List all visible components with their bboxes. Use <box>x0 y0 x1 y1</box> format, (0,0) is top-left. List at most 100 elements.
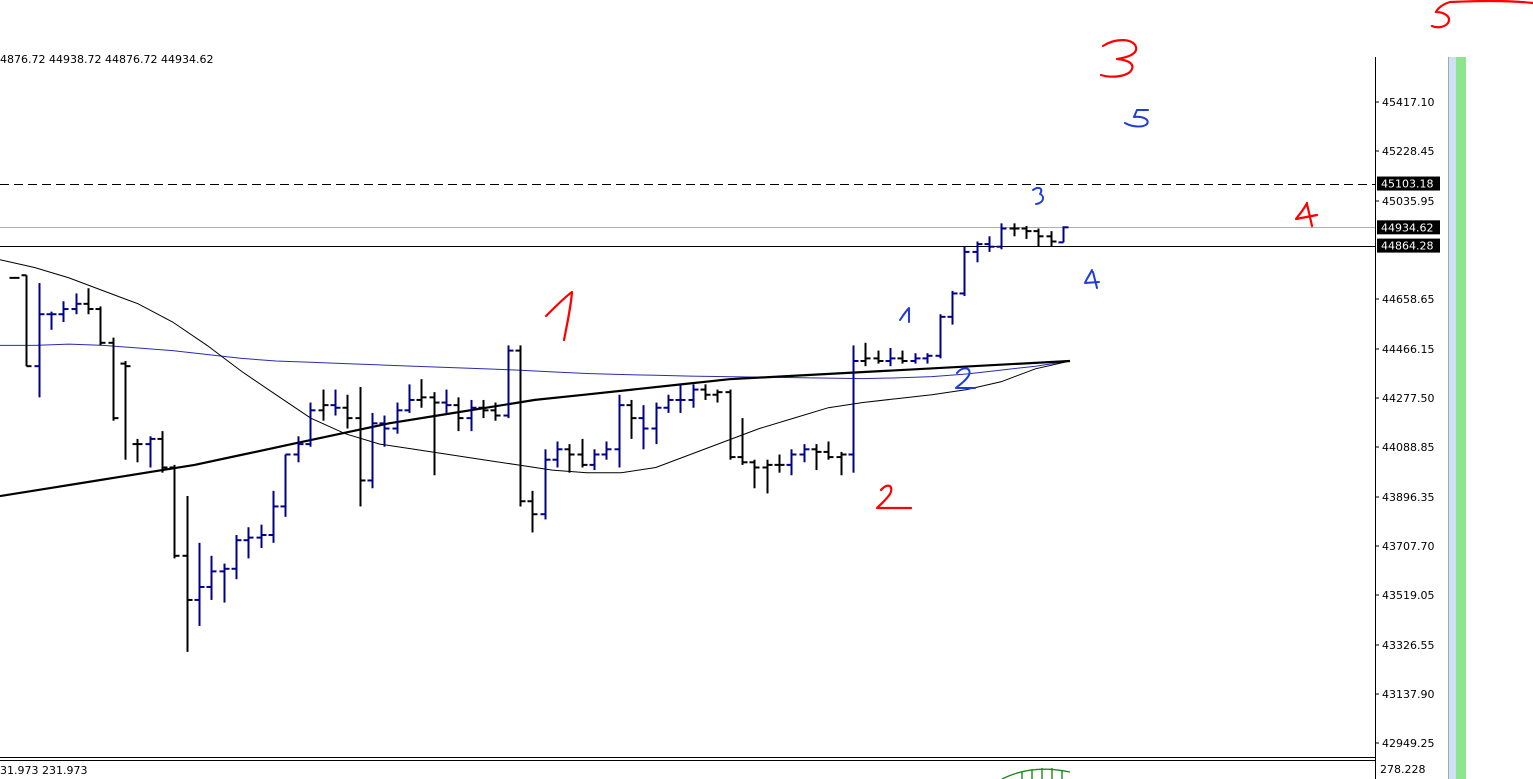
ohlc-bar <box>145 436 156 468</box>
ohlc-bar <box>219 563 230 603</box>
price-label-text: 45103.18 <box>1381 178 1434 191</box>
ohlc-bar <box>515 345 526 507</box>
ohlc-bar <box>120 360 131 460</box>
blue-mark-5 <box>1124 109 1149 128</box>
blue-mark-4 <box>1084 269 1100 289</box>
ohlc-bar <box>786 449 797 476</box>
axis-tick: 43137.90 <box>1375 688 1435 701</box>
ohlc-bar <box>46 311 57 330</box>
ohlc-bar <box>1046 231 1057 247</box>
ohlc-bar <box>564 444 575 473</box>
price-label: 45103.18 <box>1377 176 1440 191</box>
ohlc-bar <box>21 274 32 368</box>
scroll-thumb[interactable] <box>1456 57 1466 779</box>
ohlc-bar <box>490 402 501 421</box>
blue-mark-3 <box>1032 186 1045 205</box>
ohlc-bar <box>182 496 193 652</box>
axis-tick-label: 43896.35 <box>1382 491 1435 504</box>
ohlc-bar <box>897 350 908 364</box>
red-mark-4 <box>1294 201 1319 228</box>
ohlc-bar <box>355 386 366 507</box>
axis-tick: 45417.10 <box>1375 96 1435 109</box>
ohlc-bar <box>1009 223 1020 237</box>
ohlc-bar <box>330 389 341 416</box>
red-mark-5 <box>1430 0 1533 29</box>
price-label-text: 44864.28 <box>1381 240 1434 253</box>
ohlc-bar <box>614 394 625 468</box>
ohlc-bar <box>589 449 600 471</box>
ohlc-bar <box>34 283 45 398</box>
ohlc-bar <box>700 384 711 400</box>
ohlc-bar <box>256 524 267 548</box>
ohlc-bar <box>108 337 119 421</box>
ohlc-bar <box>935 314 946 359</box>
ohlc-bar <box>762 459 773 494</box>
ohlc-bar <box>947 290 958 325</box>
ohlc-bar <box>922 353 933 364</box>
red-annotations <box>544 0 1533 510</box>
ohlc-bar <box>725 389 736 460</box>
blue-mark-1 <box>899 307 910 323</box>
blue-annotations <box>899 109 1149 389</box>
axis-tick-label: 44277.50 <box>1382 392 1435 405</box>
price-label-text: 44934.62 <box>1381 221 1434 234</box>
ohlc-bar <box>972 241 983 263</box>
axis-tick: 44088.85 <box>1375 441 1435 454</box>
ohlc-bar <box>293 436 304 463</box>
ma-thick-black-line <box>0 359 1071 498</box>
ohlc-bar <box>1058 226 1069 244</box>
ma-blue-line <box>0 343 1071 380</box>
moving-averages <box>0 259 1071 498</box>
ohlc-bar <box>231 535 242 580</box>
ohlc-bar <box>663 394 674 413</box>
ohlc-bar <box>379 415 390 447</box>
ohlc-bar <box>688 384 699 408</box>
axis-tick: 43707.70 <box>1375 540 1435 553</box>
price-label: 44934.62 <box>1377 220 1440 235</box>
axis-tick-label: 45035.95 <box>1382 195 1435 208</box>
ohlc-bar <box>367 412 378 489</box>
ohlc-readout: 4876.72 44938.72 44876.72 44934.62 <box>0 53 214 66</box>
ohlc-bar <box>243 527 254 559</box>
ohlc-bar <box>194 542 205 626</box>
ohlc-bar <box>737 418 748 465</box>
ohlc-bar <box>910 353 921 364</box>
ohlc-bar <box>392 402 403 434</box>
price-axis-labels: 45103.18 44934.62 44864.28 <box>1377 176 1440 253</box>
ohlc-bar <box>774 454 785 473</box>
blue-mark-2 <box>955 367 976 389</box>
ohlc-bar <box>157 431 168 473</box>
axis-tick: 45035.95 <box>1375 195 1435 208</box>
axis-tick-label: 44658.65 <box>1382 293 1435 306</box>
ohlc-bar <box>527 490 538 533</box>
red-mark-1 <box>544 290 574 342</box>
ohlc-bar <box>429 392 440 476</box>
ohlc-bar <box>651 402 662 445</box>
price-level-lines <box>0 184 1375 247</box>
ohlc-bar <box>712 389 723 403</box>
axis-tick: 43896.35 <box>1375 491 1435 504</box>
ohlc-bar <box>601 441 612 460</box>
ma-thin-black-line <box>0 259 1071 474</box>
ohlc-bar <box>577 438 588 468</box>
ohlc-bar <box>638 405 649 450</box>
ohlc-bar <box>280 453 291 517</box>
axis-tick-label: 43137.90 <box>1382 688 1435 701</box>
ohlc-bar <box>95 306 106 346</box>
ohlc-bar <box>478 399 489 419</box>
ohlc-bar <box>83 288 94 315</box>
indicator-histogram <box>1001 768 1071 779</box>
ohlc-bar <box>885 348 896 367</box>
axis-tick: 42949.25 <box>1375 737 1435 750</box>
ohlc-bar <box>132 438 143 463</box>
axis-tick-label: 45417.10 <box>1382 96 1435 109</box>
axis-tick: 43326.55 <box>1375 639 1435 652</box>
axis-tick-label: 45228.45 <box>1382 145 1435 158</box>
price-label: 44864.28 <box>1377 238 1440 253</box>
ohlc-bar <box>799 444 810 463</box>
ohlc-bar <box>540 449 551 520</box>
ohlc-bar <box>626 399 637 439</box>
ohlc-bar <box>318 389 329 421</box>
ohlc-bar <box>996 223 1007 250</box>
